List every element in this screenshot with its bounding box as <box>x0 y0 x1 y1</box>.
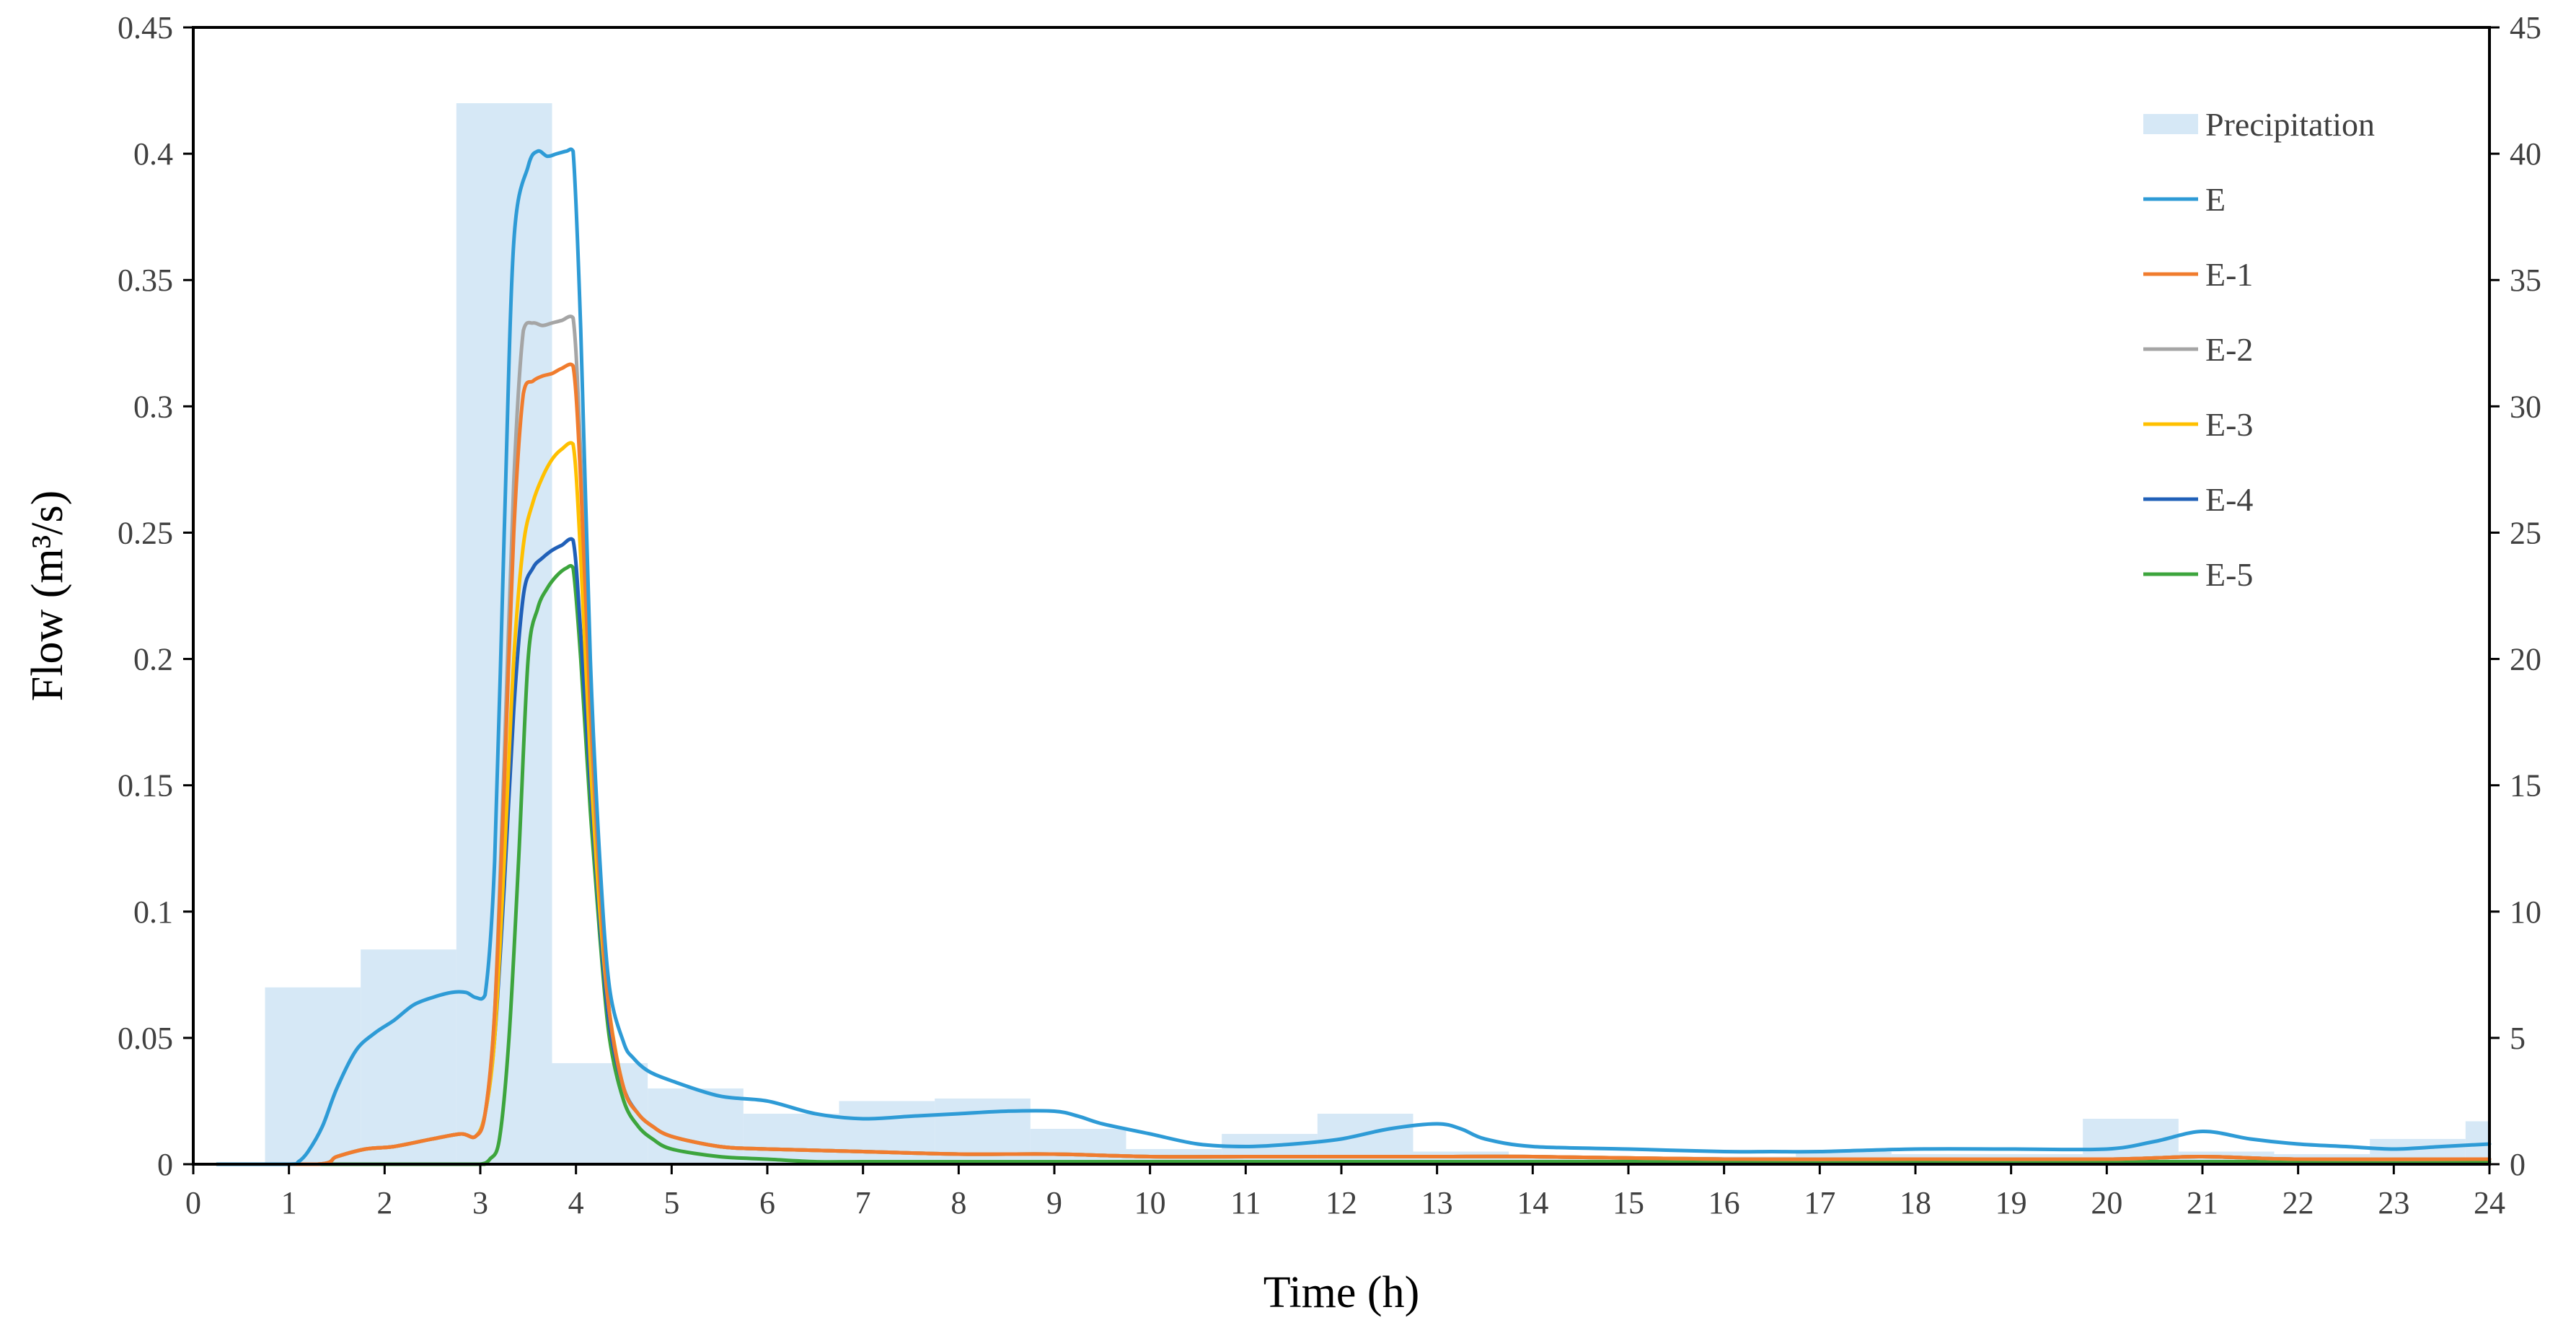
precipitation-bar-10 <box>1222 1133 1318 1164</box>
y2-tick-label: 25 <box>2510 515 2541 550</box>
x-tick-label: 3 <box>472 1185 488 1220</box>
y-tick-label: 0.45 <box>118 10 173 45</box>
y2-tick-label: 45 <box>2510 10 2541 45</box>
precipitation-bar-2 <box>456 103 552 1165</box>
x-tick-label: 8 <box>950 1185 966 1220</box>
y-tick-label: 0.05 <box>118 1021 173 1056</box>
legend-label-precipitation: Precipitation <box>2205 106 2375 143</box>
y-tick-label: 0.35 <box>118 263 173 298</box>
y-tick-label: 0.2 <box>133 642 173 677</box>
x-tick-label: 21 <box>2187 1185 2218 1220</box>
precipitation-bar-5 <box>743 1113 839 1164</box>
x-tick-label: 14 <box>1517 1185 1548 1220</box>
x-tick-label: 12 <box>1326 1185 1357 1220</box>
x-tick-label: 10 <box>1134 1185 1166 1220</box>
x-tick-label: 22 <box>2282 1185 2314 1220</box>
x-tick-label: 6 <box>759 1185 775 1220</box>
x-tick-label: 19 <box>1995 1185 2027 1220</box>
precipitation-bar-8 <box>1030 1128 1126 1164</box>
legend-label-e-1: E-1 <box>2205 256 2253 293</box>
y2-tick-label: 15 <box>2510 768 2541 804</box>
x-tick-label: 13 <box>1421 1185 1453 1220</box>
y2-tick-label: 5 <box>2510 1021 2526 1056</box>
flow-series-lines <box>215 147 2492 1166</box>
x-tick-label: 20 <box>2091 1185 2122 1220</box>
x-tick-label: 2 <box>376 1185 392 1220</box>
legend: Precipitation E E-1 E-2 E-3 E-4 E-5 <box>2143 106 2375 593</box>
y2-tick-label: 40 <box>2510 136 2541 172</box>
y-tick-label: 0.25 <box>118 515 173 550</box>
y2-tick-label: 10 <box>2510 894 2541 930</box>
x-axis-title: Time (h) <box>1263 1268 1419 1317</box>
x-tick-label: 11 <box>1230 1185 1261 1220</box>
legend-label-e-4: E-4 <box>2205 481 2253 518</box>
x-tick-label: 18 <box>1900 1185 1931 1220</box>
x-tick-label: 23 <box>2378 1185 2409 1220</box>
precipitation-bar-0 <box>265 987 361 1164</box>
x-tick-label: 5 <box>663 1185 679 1220</box>
y-axis-title: Flow (m³/s) <box>23 490 72 701</box>
x-tick-label: 7 <box>855 1185 871 1220</box>
y-tick-label: 0.4 <box>133 136 173 172</box>
y2-tick-label: 35 <box>2510 263 2541 298</box>
precipitation-bar-4 <box>648 1088 744 1164</box>
x-tick-label: 15 <box>1613 1185 1644 1220</box>
x-tick-label: 1 <box>281 1185 297 1220</box>
legend-label-e: E <box>2205 181 2226 218</box>
legend-label-e-5: E-5 <box>2205 556 2253 593</box>
x-tick-label: 16 <box>1708 1185 1740 1220</box>
series-line-e <box>215 147 2492 1166</box>
legend-label-e-2: E-2 <box>2205 331 2253 368</box>
x-tick-label: 4 <box>568 1185 584 1220</box>
y2-tick-label: 30 <box>2510 389 2541 424</box>
precipitation-bar-1 <box>361 949 456 1164</box>
legend-swatch-precipitation <box>2143 114 2198 134</box>
y2-tick-label: 0 <box>2510 1147 2526 1182</box>
series-line-e-1 <box>215 362 2492 1166</box>
x-tick-label: 24 <box>2474 1185 2505 1220</box>
y2-tick-label: 20 <box>2510 642 2541 677</box>
y-tick-label: 0.15 <box>118 768 173 804</box>
x-tick-label: 17 <box>1804 1185 1835 1220</box>
x-tick-label: 9 <box>1046 1185 1062 1220</box>
legend-label-e-3: E-3 <box>2205 406 2253 443</box>
y-tick-label: 0.3 <box>133 389 173 424</box>
y-tick-label: 0 <box>157 1147 173 1182</box>
x-tick-label: 0 <box>185 1185 201 1220</box>
axis-ticks: 00.050.10.150.20.250.30.350.40.450510152… <box>118 10 2541 1220</box>
y-tick-label: 0.1 <box>133 894 173 930</box>
precipitation-bar-3 <box>552 1063 648 1164</box>
